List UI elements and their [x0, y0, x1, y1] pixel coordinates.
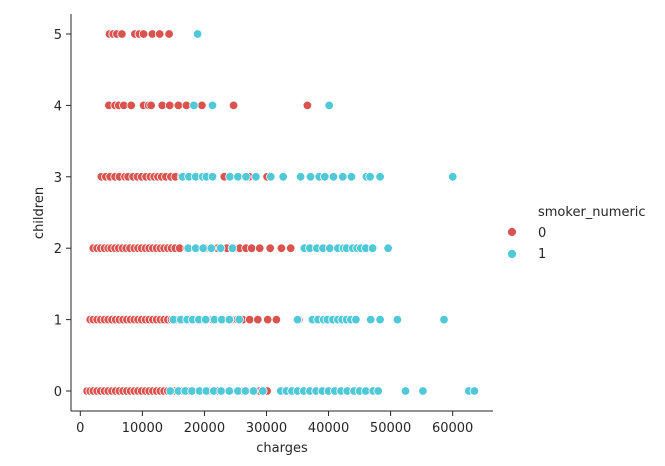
data-point-smoker-0-children-4 — [146, 100, 156, 111]
data-point-smoker-1-children-3 — [375, 172, 385, 182]
data-point-smoker-0-children-2 — [255, 243, 265, 253]
data-point-smoker-1-children-3 — [233, 172, 243, 182]
data-point-smoker-0-children-1 — [263, 314, 273, 325]
data-point-smoker-1-children-2 — [367, 243, 378, 253]
legend-marker-1 — [507, 249, 517, 259]
data-point-smoker-1-children-0 — [400, 386, 411, 396]
data-point-smoker-1-children-2 — [325, 243, 335, 253]
x-tick-label: 40000 — [308, 421, 349, 436]
x-tick-label: 50000 — [370, 421, 411, 436]
data-point-smoker-0-children-2 — [276, 243, 287, 253]
data-point-smoker-1-children-2 — [215, 243, 226, 253]
data-point-smoker-0-children-4 — [126, 100, 136, 111]
data-point-smoker-0-children-2 — [286, 243, 296, 253]
data-point-smoker-1-children-1 — [392, 314, 403, 325]
legend: smoker_numeric 0 1 — [507, 205, 646, 262]
legend-marker-0 — [507, 227, 517, 237]
data-point-smoker-1-children-0 — [240, 386, 251, 396]
data-point-smoker-0-children-4 — [228, 100, 239, 111]
data-point-smoker-0-children-4 — [302, 100, 313, 111]
data-point-smoker-0-children-5 — [117, 29, 127, 39]
y-tick-label: 1 — [54, 314, 62, 329]
data-point-smoker-0-children-2 — [246, 243, 257, 253]
data-point-smoker-1-children-1 — [375, 314, 385, 325]
data-point-smoker-1-children-2 — [198, 243, 208, 253]
data-point-smoker-1-children-4 — [324, 100, 334, 111]
data-point-smoker-1-children-3 — [225, 172, 235, 182]
y-axis-label: children — [32, 187, 47, 239]
data-point-smoker-1-children-3 — [278, 172, 288, 182]
data-point-smoker-1-children-1 — [366, 314, 376, 325]
data-point-smoker-0-children-5 — [164, 29, 174, 39]
data-point-smoker-1-children-3 — [448, 172, 458, 182]
data-point-smoker-1-children-3 — [266, 172, 276, 182]
data-point-smoker-1-children-3 — [241, 172, 251, 182]
y-tick-label: 2 — [54, 242, 62, 257]
data-point-smoker-1-children-4 — [189, 100, 199, 111]
data-point-smoker-1-children-0 — [469, 386, 480, 396]
data-point-smoker-1-children-1 — [224, 314, 235, 325]
x-tick-label: 60000 — [432, 421, 473, 436]
data-point-smoker-1-children-2 — [383, 243, 393, 253]
data-point-smoker-1-children-0 — [165, 386, 176, 396]
x-tick-label: 10000 — [122, 421, 163, 436]
data-point-smoker-1-children-2 — [227, 243, 238, 253]
data-point-smoker-0-children-5 — [138, 29, 149, 39]
data-point-smoker-1-children-0 — [418, 386, 428, 396]
data-points — [82, 29, 480, 396]
x-tick-label: 30000 — [246, 421, 287, 436]
data-point-smoker-1-children-5 — [192, 29, 203, 39]
data-point-smoker-1-children-0 — [216, 386, 226, 396]
y-tick-label: 4 — [54, 99, 62, 114]
data-point-smoker-1-children-3 — [320, 172, 330, 182]
x-ticks: 0 10000 20000 30000 40000 50000 60000 — [76, 411, 473, 436]
data-point-smoker-1-children-3 — [346, 172, 357, 182]
data-point-smoker-1-children-2 — [206, 243, 217, 253]
axes — [70, 14, 493, 412]
data-point-smoker-1-children-1 — [234, 314, 244, 325]
data-point-smoker-1-children-3 — [305, 172, 316, 182]
y-ticks: 0 1 2 3 4 5 — [54, 28, 71, 400]
data-point-smoker-1-children-3 — [338, 172, 348, 182]
y-tick-label: 3 — [54, 171, 62, 186]
y-tick-label: 5 — [54, 28, 62, 43]
data-point-smoker-0-children-1 — [253, 314, 263, 325]
legend-title: smoker_numeric — [538, 205, 646, 220]
x-tick-label: 0 — [76, 421, 84, 436]
data-point-smoker-0-children-4 — [173, 100, 184, 111]
legend-label-1: 1 — [538, 247, 546, 262]
data-point-smoker-0-children-2 — [265, 243, 275, 253]
data-point-smoker-1-children-3 — [251, 172, 261, 182]
data-point-smoker-0-children-1 — [244, 314, 255, 325]
x-axis-label: charges — [256, 441, 308, 456]
data-point-smoker-1-children-1 — [292, 314, 303, 325]
data-point-smoker-0-children-4 — [197, 100, 207, 111]
data-point-smoker-1-children-1 — [351, 314, 361, 325]
data-point-smoker-0-children-1 — [271, 314, 282, 325]
data-point-smoker-0-children-5 — [154, 29, 165, 39]
legend-label-0: 0 — [538, 226, 546, 241]
data-point-smoker-1-children-4 — [207, 100, 218, 111]
data-point-smoker-1-children-3 — [365, 172, 375, 182]
data-point-smoker-0-children-4 — [164, 100, 175, 111]
data-point-smoker-1-children-0 — [258, 386, 268, 396]
data-point-smoker-1-children-0 — [373, 386, 383, 396]
data-point-smoker-1-children-3 — [328, 172, 339, 182]
data-point-smoker-1-children-3 — [207, 172, 218, 182]
data-point-smoker-1-children-1 — [200, 314, 211, 325]
data-point-smoker-1-children-0 — [248, 386, 259, 396]
x-tick-label: 20000 — [184, 421, 225, 436]
data-point-smoker-1-children-3 — [295, 172, 306, 182]
data-point-smoker-1-children-0 — [224, 386, 235, 396]
y-tick-label: 0 — [54, 385, 62, 400]
data-point-smoker-1-children-1 — [439, 314, 449, 325]
